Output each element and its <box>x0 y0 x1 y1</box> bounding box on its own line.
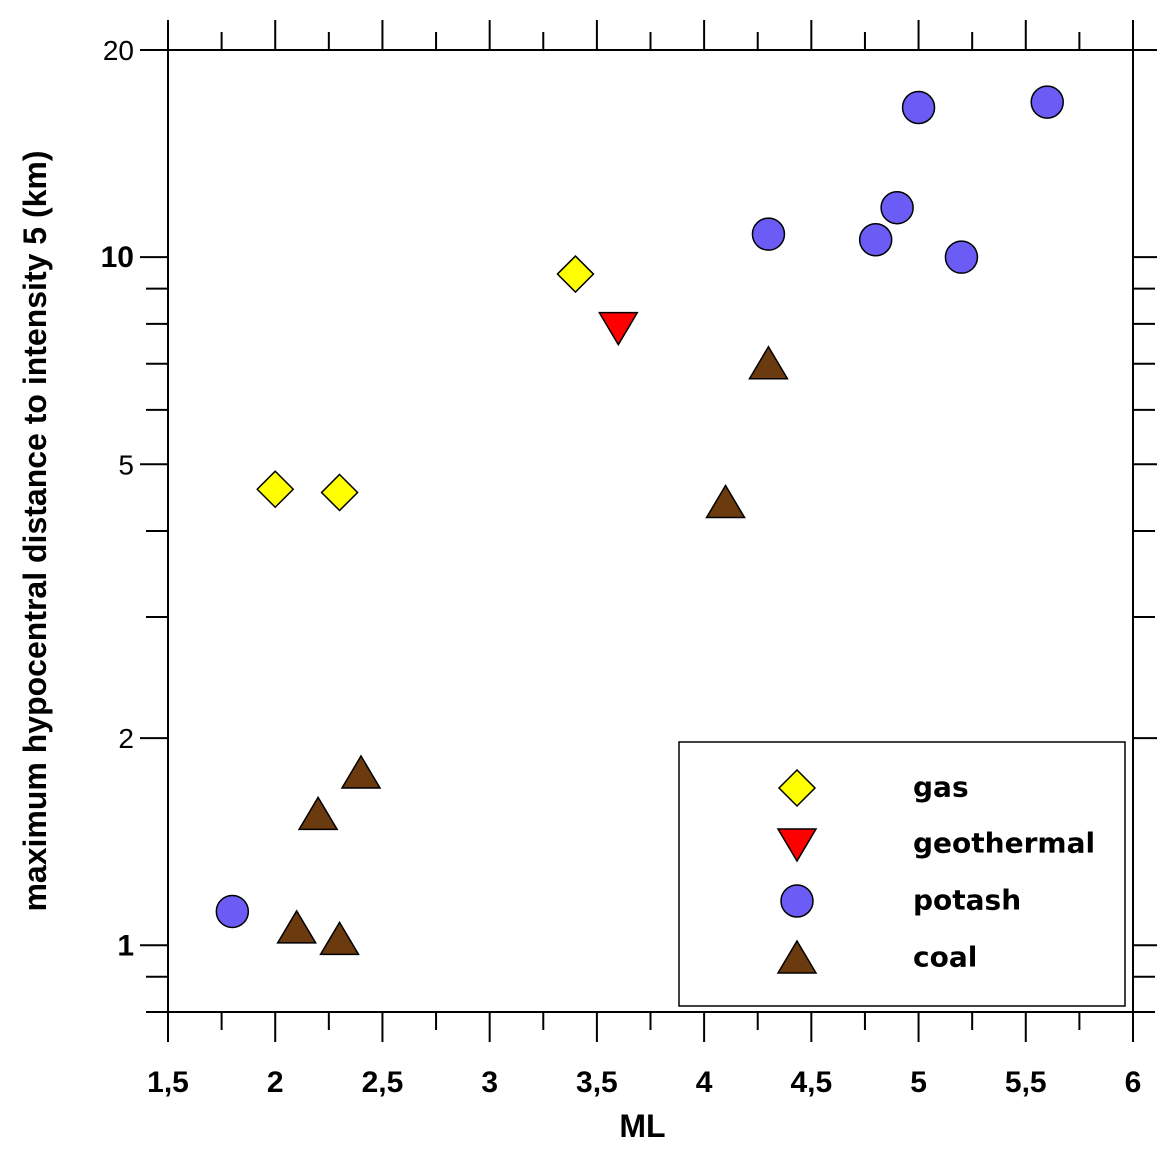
x-tick-label: 3 <box>481 1066 498 1099</box>
axis-ticks <box>140 20 1157 1042</box>
data-points <box>215 85 1064 956</box>
data-point-coal <box>319 920 360 956</box>
data-point-potash <box>1030 85 1064 119</box>
data-point-coal <box>340 754 382 789</box>
y-tick-labels: 1 2 5 10 20 <box>101 35 134 962</box>
x-tick-label: 6 <box>1125 1066 1142 1099</box>
x-tick-label: 5 <box>910 1066 927 1099</box>
data-point-coal <box>748 345 789 380</box>
y-axis-title: maximum hypocentral distance to intensit… <box>17 150 53 911</box>
y-tick-label: 2 <box>118 723 134 754</box>
data-point-gas <box>556 255 595 294</box>
legend-marker-potash <box>780 884 814 918</box>
y-tick-label: 10 <box>101 241 134 274</box>
x-tick-label: 5,5 <box>1005 1066 1047 1099</box>
x-axis-title: ML <box>619 1108 665 1144</box>
data-point-gas <box>256 470 295 509</box>
data-point-coal <box>297 795 339 831</box>
y-tick-label: 20 <box>103 35 134 66</box>
legend-label-coal: coal <box>913 941 977 974</box>
legend: gas geothermal potash coal <box>678 741 1126 1007</box>
legend-label-gas: gas <box>913 771 969 804</box>
y-tick-label: 1 <box>117 929 134 962</box>
x-tick-label: 2,5 <box>362 1066 404 1099</box>
legend-box <box>678 741 1126 1007</box>
x-tick-labels: 1,5 2 2,5 3 3,5 4 4,5 5 5,5 6 <box>147 1066 1141 1099</box>
data-point-potash <box>751 217 786 251</box>
legend-label-geothermal: geothermal <box>913 827 1095 860</box>
x-tick-label: 2 <box>267 1066 284 1099</box>
legend-label-potash: potash <box>913 884 1021 917</box>
x-tick-label: 3,5 <box>576 1066 618 1099</box>
x-tick-label: 1,5 <box>147 1066 189 1099</box>
data-point-gas <box>320 473 359 512</box>
legend-marker-geothermal <box>776 828 818 863</box>
data-point-potash <box>880 190 914 225</box>
x-tick-label: 4,5 <box>790 1066 832 1099</box>
x-tick-label: 4 <box>696 1066 713 1099</box>
data-point-geothermal <box>598 311 639 347</box>
data-point-coal <box>276 909 317 944</box>
data-point-potash <box>901 90 936 125</box>
y-tick-label: 5 <box>118 449 134 480</box>
data-point-potash <box>944 240 979 274</box>
legend-marker-gas <box>777 768 817 808</box>
data-point-coal <box>705 484 746 519</box>
data-point-potash <box>215 894 250 929</box>
legend-marker-coal <box>776 939 818 974</box>
data-point-potash <box>858 222 893 257</box>
